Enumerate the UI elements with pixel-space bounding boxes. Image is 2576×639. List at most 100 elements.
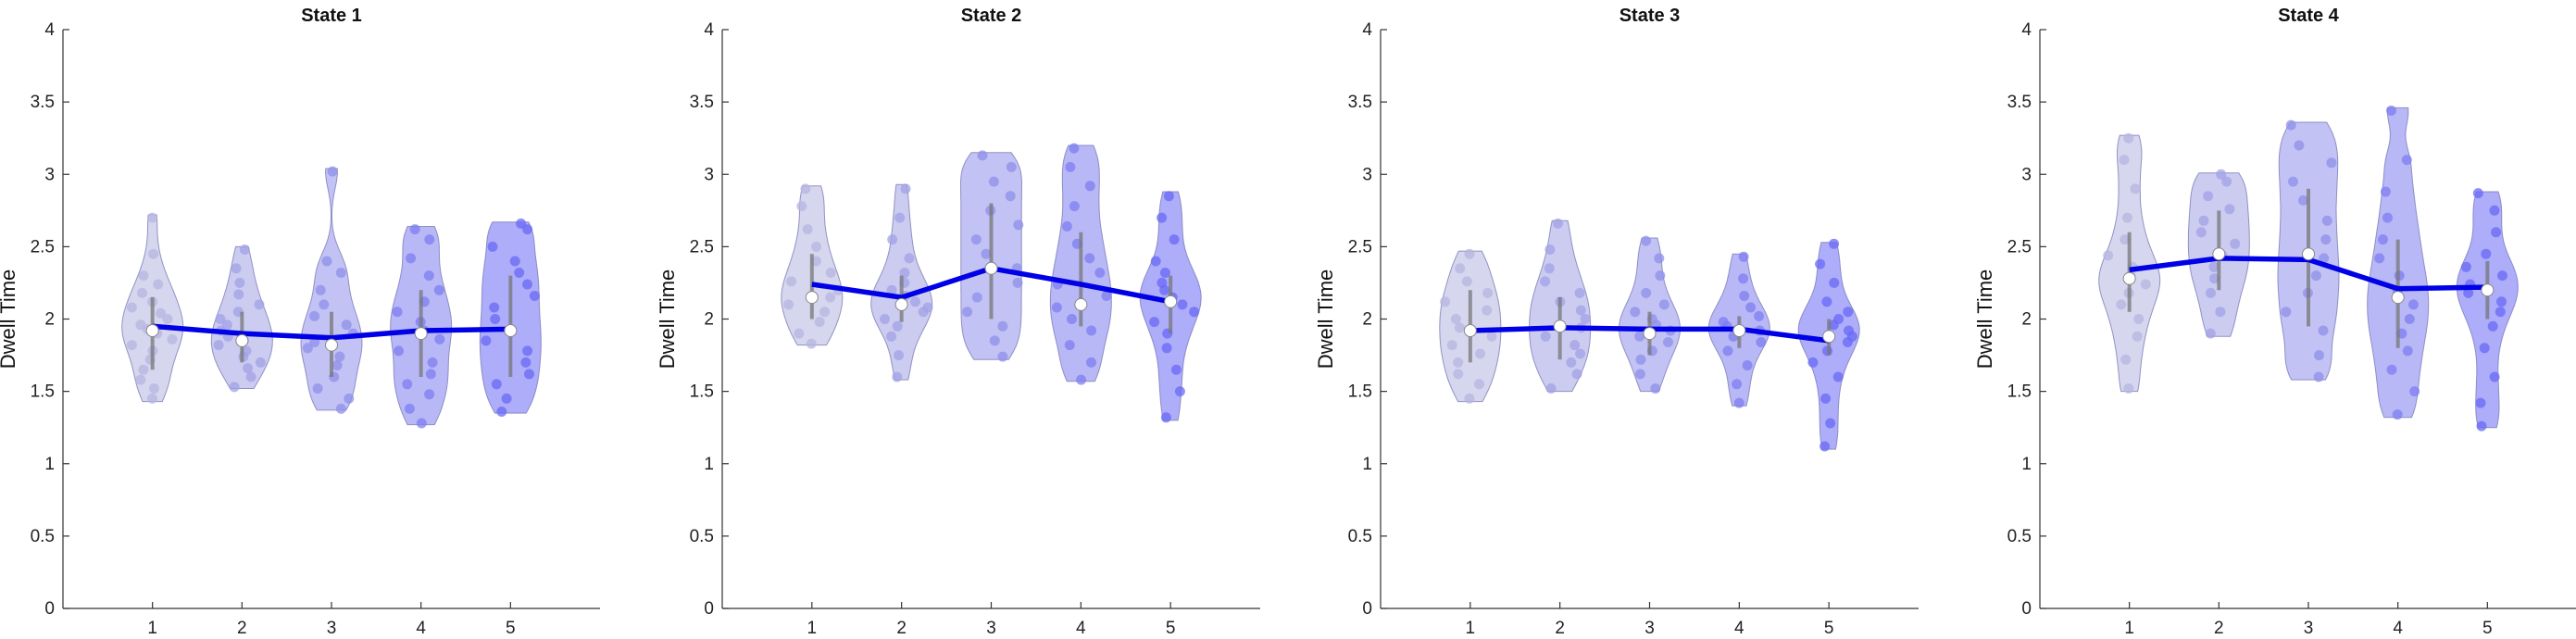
- data-point: [487, 241, 498, 252]
- data-point: [2319, 253, 2330, 264]
- median-marker: [2212, 247, 2226, 261]
- data-point: [1065, 161, 1076, 172]
- data-point: [1084, 253, 1095, 264]
- data-point: [424, 389, 435, 400]
- data-point: [2313, 371, 2324, 382]
- data-point: [1738, 251, 1749, 262]
- data-point: [1482, 305, 1493, 316]
- data-point: [1453, 369, 1464, 380]
- data-point: [1641, 287, 1652, 298]
- data-point: [1101, 291, 1112, 301]
- data-point: [239, 244, 250, 255]
- data-point: [1580, 314, 1591, 324]
- data-point: [886, 284, 897, 295]
- data-point: [1732, 379, 1743, 390]
- y-tick-label: 2.5: [31, 237, 55, 257]
- data-point: [819, 307, 831, 318]
- x-tick-label: 2: [2214, 619, 2224, 638]
- data-point: [2326, 157, 2337, 169]
- data-point: [2120, 234, 2131, 245]
- data-point: [1566, 357, 1577, 368]
- y-tick-label: 3.5: [690, 93, 714, 112]
- data-point: [922, 302, 933, 313]
- data-point: [825, 268, 836, 278]
- median-marker: [984, 261, 998, 275]
- data-point: [522, 279, 532, 290]
- data-point: [1635, 354, 1646, 365]
- x-tick-label: 4: [1076, 619, 1086, 638]
- data-point: [800, 183, 811, 194]
- x-tick-label: 1: [1466, 619, 1476, 638]
- y-tick-label: 1.5: [31, 382, 55, 402]
- x-tick-label: 3: [2304, 619, 2314, 638]
- data-point: [1475, 348, 1486, 359]
- data-point: [1455, 263, 1466, 274]
- data-point: [988, 176, 999, 187]
- data-point: [1756, 337, 1767, 347]
- data-point: [491, 379, 502, 390]
- y-tick-label: 4: [2021, 20, 2032, 40]
- data-point: [126, 340, 137, 351]
- data-point: [1446, 340, 1457, 351]
- data-point: [2310, 270, 2321, 282]
- data-point: [971, 292, 982, 303]
- chart-title: State 1: [301, 6, 362, 26]
- data-point: [1641, 235, 1652, 246]
- data-point: [1544, 244, 1556, 255]
- y-axis-label: Dwell Time: [656, 269, 679, 370]
- y-tick-label: 0: [1362, 599, 1372, 619]
- median-marker: [1732, 324, 1746, 337]
- data-point: [138, 270, 149, 282]
- data-point: [825, 292, 836, 303]
- data-point: [344, 393, 355, 404]
- data-point: [1739, 291, 1750, 301]
- median-marker: [894, 297, 908, 311]
- data-point: [1094, 268, 1106, 278]
- data-point: [1061, 221, 1072, 232]
- data-point: [2487, 320, 2498, 332]
- data-point: [1069, 143, 1080, 154]
- data-point: [1461, 276, 1472, 287]
- data-point: [2402, 345, 2413, 357]
- data-point: [2203, 191, 2214, 202]
- data-point: [886, 331, 897, 342]
- x-tick-label: 4: [1734, 619, 1744, 638]
- data-point: [1718, 317, 1729, 328]
- data-point: [2209, 273, 2220, 284]
- data-point: [1006, 161, 1017, 172]
- data-point: [2320, 234, 2332, 245]
- data-point: [334, 351, 345, 362]
- data-point: [2407, 299, 2419, 310]
- data-point: [423, 270, 434, 282]
- data-point: [796, 201, 807, 212]
- median-marker: [2481, 283, 2495, 297]
- y-tick-label: 2: [44, 310, 55, 330]
- data-point: [1815, 258, 1826, 269]
- x-tick-label: 5: [506, 619, 516, 638]
- y-tick-label: 4: [44, 20, 55, 40]
- x-tick-label: 3: [986, 619, 996, 638]
- data-point: [1821, 296, 1832, 307]
- data-point: [433, 284, 444, 295]
- data-point: [148, 248, 159, 259]
- y-tick-label: 2.5: [1348, 237, 1372, 257]
- data-point: [406, 253, 417, 264]
- data-point: [404, 403, 415, 414]
- data-point: [2460, 261, 2471, 272]
- data-point: [1663, 337, 1673, 347]
- data-point: [1012, 277, 1023, 288]
- data-point: [2489, 205, 2500, 216]
- data-point: [335, 403, 346, 414]
- data-point: [2378, 234, 2388, 245]
- data-point: [2318, 325, 2329, 336]
- data-point: [1844, 325, 1854, 336]
- data-point: [2298, 194, 2308, 206]
- median-marker: [1164, 294, 1178, 308]
- data-point: [321, 256, 332, 267]
- data-point: [970, 234, 982, 245]
- data-point: [880, 314, 890, 324]
- data-point: [2123, 132, 2134, 144]
- data-point: [1544, 263, 1555, 274]
- median-marker: [145, 324, 159, 337]
- data-point: [2120, 354, 2132, 365]
